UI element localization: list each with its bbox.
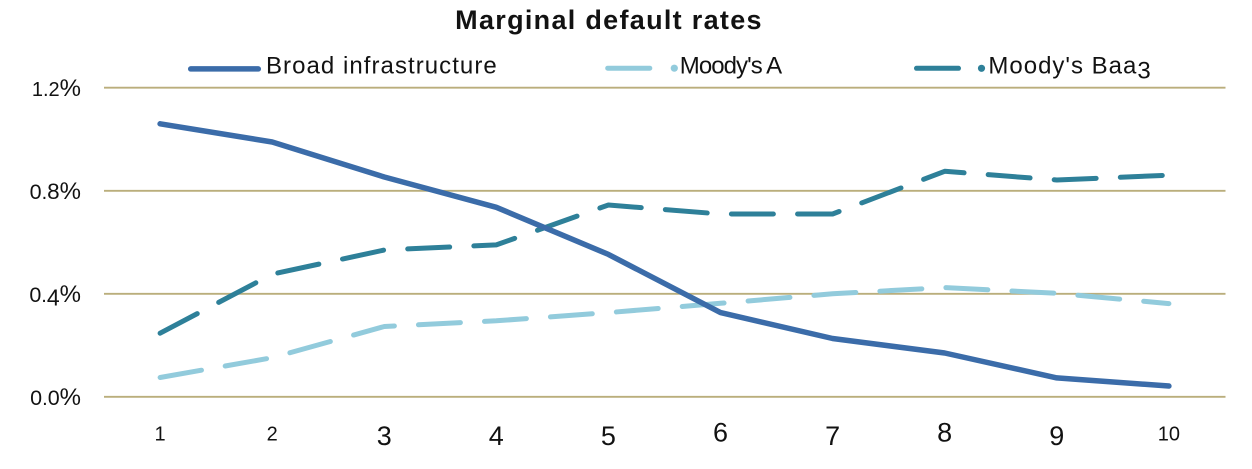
svg-text:10: 10 (1158, 424, 1180, 446)
svg-text:Moody's A: Moody's A (680, 53, 782, 80)
svg-text:1: 1 (155, 424, 166, 446)
svg-text:0.4%: 0.4% (29, 281, 81, 311)
svg-text:8: 8 (937, 418, 952, 448)
svg-text:Marginal default rates: Marginal default rates (455, 5, 763, 35)
svg-text:0.8%: 0.8% (30, 178, 81, 205)
svg-text:1.2%: 1.2% (32, 75, 81, 102)
svg-text:4: 4 (489, 421, 504, 451)
svg-text:5: 5 (601, 421, 616, 451)
svg-text:7: 7 (825, 421, 840, 451)
svg-text:Moody's Baa3: Moody's Baa3 (988, 53, 1151, 85)
svg-text:2: 2 (267, 424, 278, 446)
svg-text:3: 3 (377, 421, 392, 451)
svg-text:0.0%: 0.0% (30, 384, 81, 411)
svg-text:6: 6 (713, 418, 728, 448)
svg-text:Broad infrastructure: Broad infrastructure (266, 53, 498, 80)
svg-text:9: 9 (1049, 421, 1064, 451)
